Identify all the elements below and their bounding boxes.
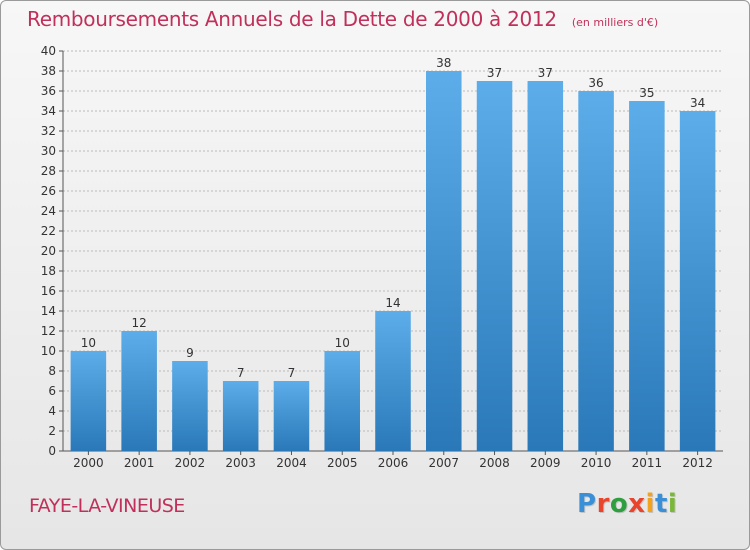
y-tick-label: 24 (41, 204, 56, 218)
chart-unit: (en milliers d'€) (571, 16, 659, 29)
bar (121, 331, 157, 451)
data-label: 7 (288, 366, 296, 380)
y-tick-label: 12 (41, 324, 56, 338)
y-tick-label: 40 (41, 44, 56, 58)
logo-letter: r (596, 489, 610, 519)
bar (375, 311, 411, 451)
y-tick-label: 18 (41, 264, 56, 278)
bars (70, 71, 716, 451)
y-tick-label: 28 (41, 164, 56, 178)
x-tick-label: 2012 (682, 456, 713, 470)
x-tick-label: 2001 (124, 456, 155, 470)
data-label: 12 (132, 316, 147, 330)
bar (426, 71, 462, 451)
data-label: 9 (186, 346, 194, 360)
logo-letter: i (645, 489, 655, 519)
y-tick-label: 38 (41, 64, 56, 78)
data-label: 34 (690, 96, 705, 110)
bar (70, 351, 107, 451)
logo-letter: P (577, 489, 597, 519)
x-tick-label: 2003 (225, 456, 256, 470)
y-tick-label: 36 (41, 84, 56, 98)
logo-letter: x (628, 489, 646, 519)
x-tick-label: 2000 (73, 456, 104, 470)
y-tick-label: 22 (41, 224, 56, 238)
data-label: 35 (639, 86, 654, 100)
y-tick-label: 10 (41, 344, 56, 358)
bar (172, 361, 208, 451)
y-tick-label: 30 (41, 144, 56, 158)
x-tick-label: 2010 (581, 456, 612, 470)
x-tick-label: 2005 (327, 456, 358, 470)
bar (476, 81, 513, 451)
chart-title: Remboursements Annuels de la Dette de 20… (27, 7, 557, 31)
x-tick-label: 2004 (276, 456, 307, 470)
data-label: 37 (538, 66, 553, 80)
data-label: 10 (335, 336, 350, 350)
data-label: 38 (436, 56, 451, 70)
y-tick-label: 32 (41, 124, 56, 138)
bar (527, 81, 564, 451)
x-tick-label: 2008 (479, 456, 510, 470)
y-tick-label: 34 (41, 104, 56, 118)
data-label: 36 (588, 76, 603, 90)
bar (273, 381, 310, 451)
y-tick-label: 16 (41, 284, 56, 298)
x-tick-label: 2009 (530, 456, 561, 470)
bar (222, 381, 259, 451)
y-tick-label: 6 (48, 384, 56, 398)
bar (578, 91, 614, 451)
logo-letter: i (667, 489, 678, 519)
y-tick-label: 2 (48, 424, 56, 438)
data-label: 14 (385, 296, 400, 310)
x-tick-label: 2006 (378, 456, 409, 470)
proxiti-logo: Proxiti (577, 489, 677, 519)
x-tick-label: 2011 (632, 456, 663, 470)
y-tick-label: 8 (48, 364, 56, 378)
y-tick-label: 26 (41, 184, 56, 198)
y-tick-label: 14 (41, 304, 56, 318)
logo-letter: o (609, 489, 629, 519)
logo-letter: t (654, 489, 668, 519)
bar (324, 351, 360, 451)
x-tick-label: 2007 (428, 456, 459, 470)
bar (679, 111, 716, 451)
commune-name: FAYE-LA-VINEUSE (29, 495, 185, 517)
data-label: 37 (487, 66, 502, 80)
data-label: 10 (81, 336, 96, 350)
y-tick-label: 4 (48, 404, 56, 418)
labels: 0246810121416182022242628303234363840102… (41, 44, 713, 470)
title-row: Remboursements Annuels de la Dette de 20… (27, 7, 658, 31)
y-tick-label: 0 (48, 444, 56, 458)
bar (629, 101, 665, 451)
y-tick-label: 20 (41, 244, 56, 258)
x-tick-label: 2002 (175, 456, 206, 470)
data-label: 7 (237, 366, 245, 380)
